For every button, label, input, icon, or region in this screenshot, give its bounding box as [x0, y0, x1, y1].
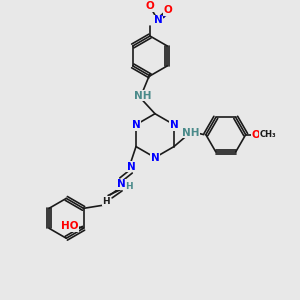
Text: O: O: [251, 130, 260, 140]
Text: N: N: [117, 179, 125, 189]
Text: N: N: [127, 161, 135, 172]
Text: N: N: [154, 15, 162, 25]
Text: H: H: [125, 182, 133, 191]
Text: NH: NH: [134, 91, 152, 101]
Text: O: O: [146, 1, 154, 11]
Text: NH: NH: [182, 128, 200, 138]
Text: CH₃: CH₃: [259, 130, 276, 139]
Text: HO: HO: [61, 221, 78, 231]
Text: N: N: [169, 120, 178, 130]
Text: +: +: [160, 11, 166, 20]
Text: H: H: [102, 197, 110, 206]
Text: N: N: [132, 120, 140, 130]
Text: O: O: [164, 5, 172, 15]
Text: N: N: [151, 152, 159, 163]
